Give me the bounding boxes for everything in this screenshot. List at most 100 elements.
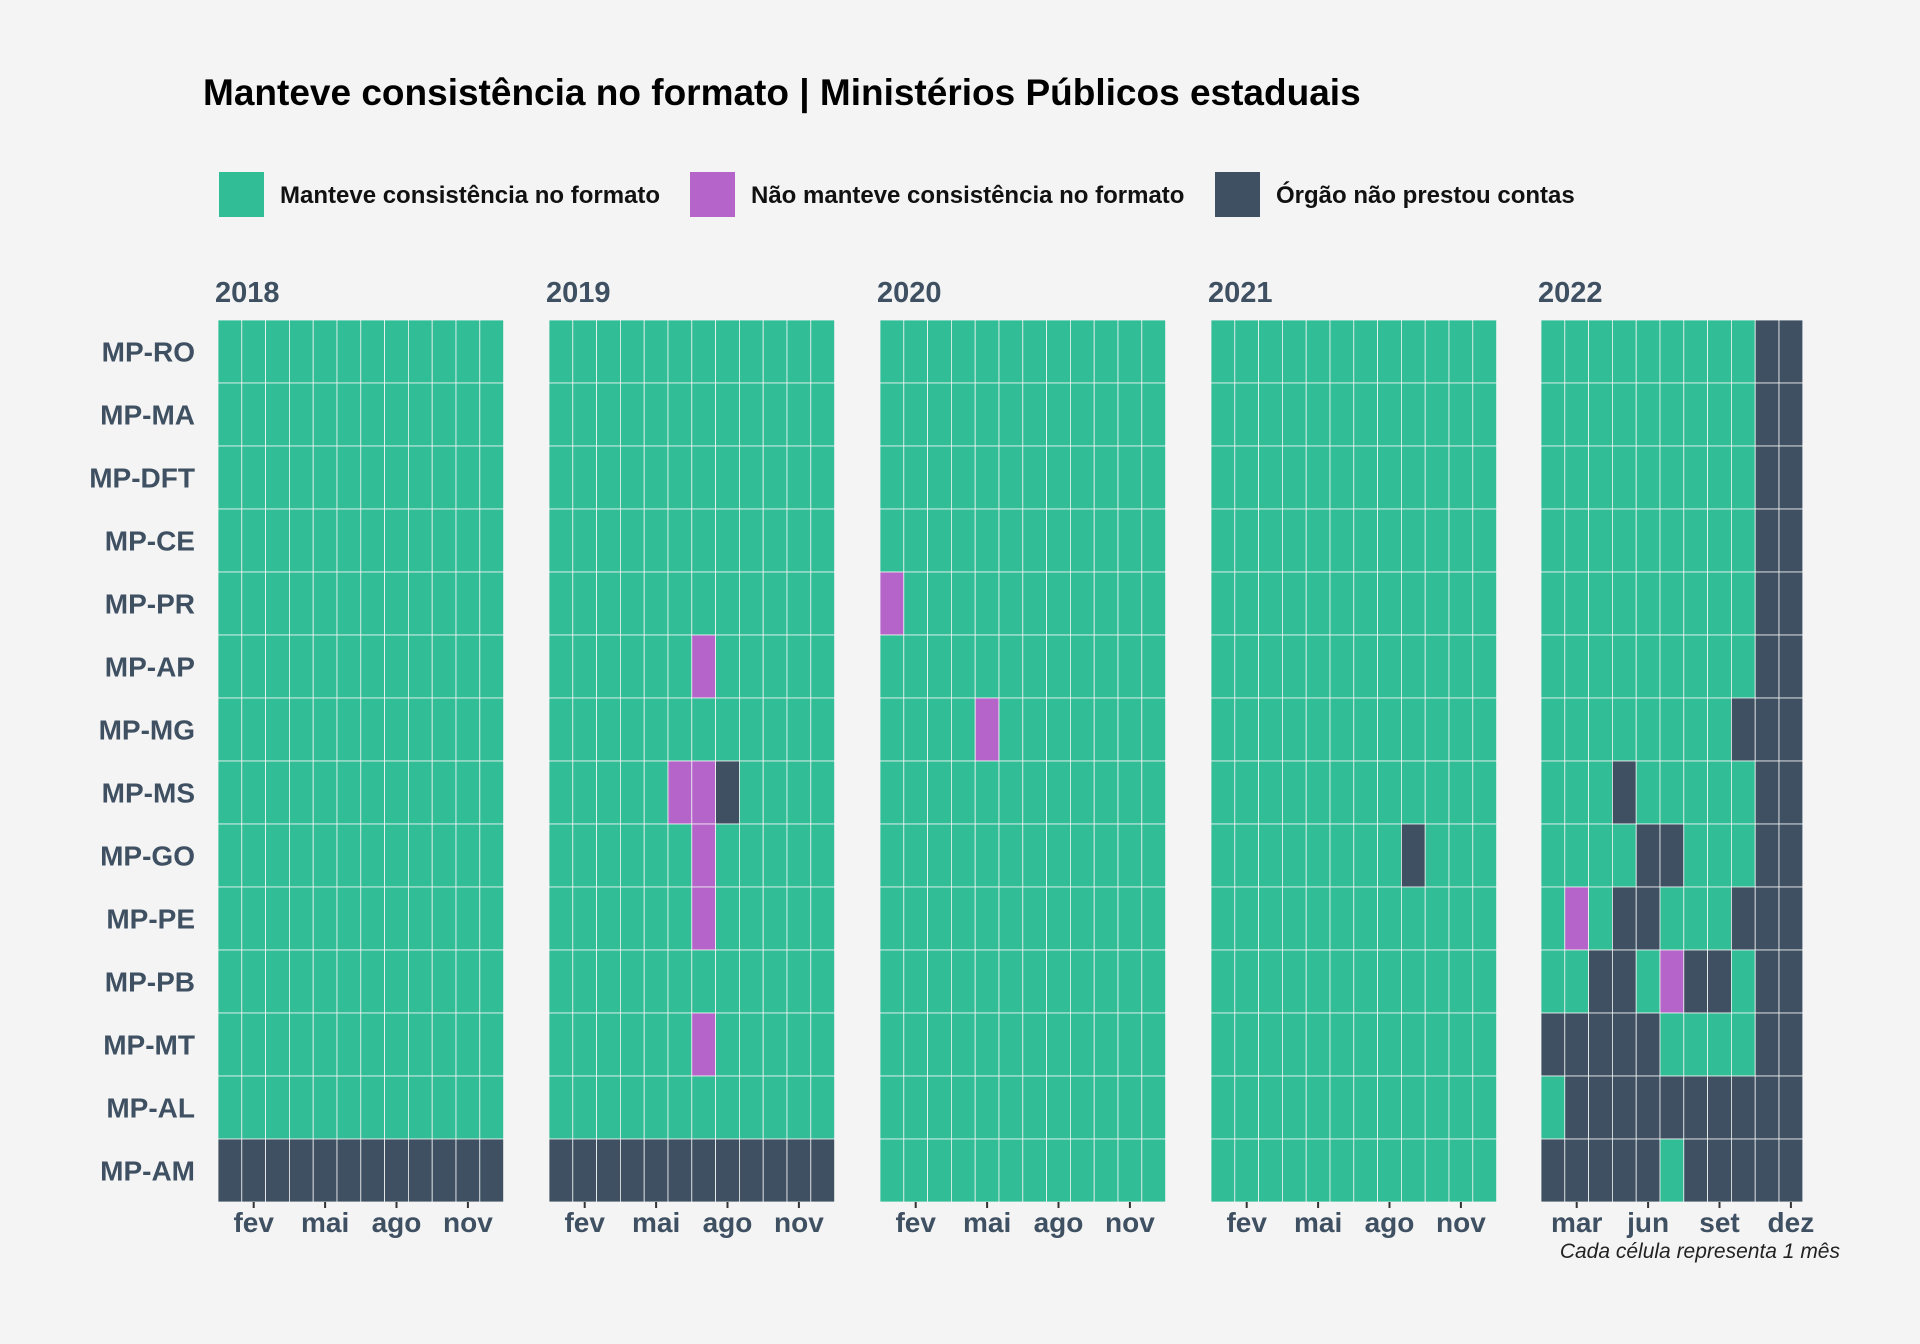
heatmap-cell bbox=[407, 886, 433, 951]
heatmap-cell bbox=[1659, 760, 1685, 825]
heatmap-cell bbox=[903, 886, 928, 951]
heatmap-cell bbox=[903, 445, 928, 510]
heatmap-cell bbox=[1141, 445, 1167, 510]
heatmap-cell bbox=[360, 382, 385, 447]
heatmap-cell bbox=[1778, 319, 1804, 384]
heatmap-cell bbox=[1234, 634, 1260, 699]
heatmap-cell bbox=[1540, 634, 1566, 699]
heatmap-cell bbox=[643, 319, 669, 384]
heatmap-cell bbox=[572, 697, 597, 762]
heatmap-cell bbox=[1472, 571, 1498, 636]
heatmap-cell bbox=[1612, 886, 1637, 951]
row-label: MP-DFT bbox=[89, 463, 195, 494]
heatmap-cell bbox=[620, 508, 645, 573]
heatmap-cell bbox=[786, 823, 812, 888]
heatmap-cell bbox=[974, 697, 1000, 762]
heatmap-cell bbox=[360, 1075, 385, 1140]
heatmap-cell bbox=[1635, 382, 1661, 447]
row-label: MP-RO bbox=[102, 337, 195, 368]
heatmap-cell bbox=[1022, 1075, 1047, 1140]
heatmap-cell bbox=[1210, 382, 1236, 447]
heatmap-cell bbox=[762, 508, 788, 573]
heatmap-cell bbox=[1070, 634, 1095, 699]
heatmap-cell bbox=[691, 319, 716, 384]
heatmap-cell bbox=[810, 949, 835, 1014]
heatmap-cell bbox=[407, 382, 433, 447]
heatmap-cell bbox=[1377, 445, 1402, 510]
heatmap-cell bbox=[1141, 571, 1167, 636]
heatmap-cell bbox=[1046, 1012, 1071, 1077]
heatmap-cell bbox=[1093, 382, 1119, 447]
heatmap-cell bbox=[265, 823, 290, 888]
heatmap-cell bbox=[265, 697, 290, 762]
heatmap-cell bbox=[903, 1012, 928, 1077]
heatmap-cell bbox=[1731, 1075, 1756, 1140]
heatmap-cell bbox=[879, 508, 905, 573]
heatmap-cell bbox=[384, 1138, 409, 1203]
heatmap-cell bbox=[715, 382, 740, 447]
heatmap-cell bbox=[312, 886, 338, 951]
heatmap-cell bbox=[360, 319, 385, 384]
heatmap-cell bbox=[1612, 1138, 1637, 1203]
heatmap-cell bbox=[691, 1012, 716, 1077]
heatmap-cell bbox=[1401, 949, 1426, 1014]
heatmap-cell bbox=[1046, 571, 1071, 636]
heatmap-cell bbox=[998, 1075, 1024, 1140]
panel-year-label: 2019 bbox=[546, 277, 611, 309]
heatmap-cell bbox=[596, 1012, 621, 1077]
heatmap-cell bbox=[1754, 823, 1780, 888]
heatmap-cell bbox=[1588, 508, 1613, 573]
heatmap-cell bbox=[715, 1138, 740, 1203]
heatmap-cell bbox=[241, 445, 267, 510]
heatmap-cell bbox=[1234, 1075, 1260, 1140]
heatmap-cell bbox=[1659, 1138, 1685, 1203]
heatmap-cell bbox=[336, 445, 362, 510]
heatmap-cell bbox=[1588, 760, 1613, 825]
heatmap-cell bbox=[1588, 445, 1613, 510]
heatmap-cell bbox=[1707, 1075, 1732, 1140]
heatmap-cell bbox=[1401, 445, 1426, 510]
heatmap-cell bbox=[620, 382, 645, 447]
heatmap-cell bbox=[643, 949, 669, 1014]
heatmap-cell bbox=[739, 508, 764, 573]
heatmap-cell bbox=[265, 1138, 290, 1203]
heatmap-cell bbox=[691, 571, 716, 636]
heatmap-cell bbox=[1117, 1075, 1143, 1140]
heatmap-cell bbox=[1612, 760, 1637, 825]
heatmap-cell bbox=[739, 1075, 764, 1140]
heatmap-cell bbox=[951, 760, 976, 825]
heatmap-cell bbox=[974, 1012, 1000, 1077]
heatmap-cell bbox=[1401, 319, 1426, 384]
x-tick-label: nov bbox=[1436, 1207, 1486, 1238]
heatmap-cell bbox=[951, 571, 976, 636]
heatmap-cell bbox=[1046, 1138, 1071, 1203]
heatmap-cell bbox=[1305, 823, 1331, 888]
heatmap-cell bbox=[927, 1075, 952, 1140]
heatmap-cell bbox=[927, 949, 952, 1014]
heatmap-cell bbox=[431, 823, 457, 888]
heatmap-cell bbox=[1564, 823, 1590, 888]
heatmap-cell bbox=[951, 1138, 976, 1203]
heatmap-cell bbox=[596, 445, 621, 510]
heatmap-cell bbox=[312, 508, 338, 573]
heatmap-cell bbox=[1305, 508, 1331, 573]
heatmap-cell bbox=[1282, 1138, 1307, 1203]
heatmap-cell bbox=[336, 634, 362, 699]
heatmap-cell bbox=[572, 1012, 597, 1077]
heatmap-cell bbox=[715, 445, 740, 510]
heatmap-cell bbox=[1754, 697, 1780, 762]
heatmap-cell bbox=[1707, 760, 1732, 825]
legend-swatch-nao-prestou bbox=[1215, 172, 1260, 217]
heatmap-cell bbox=[1377, 1012, 1402, 1077]
heatmap-cell bbox=[739, 1012, 764, 1077]
heatmap-cell bbox=[1424, 1012, 1450, 1077]
heatmap-cell bbox=[1305, 382, 1331, 447]
heatmap-cell bbox=[596, 823, 621, 888]
heatmap-cell bbox=[1707, 571, 1732, 636]
heatmap-cell bbox=[1731, 445, 1756, 510]
heatmap-cell bbox=[643, 886, 669, 951]
heatmap-cell bbox=[927, 760, 952, 825]
heatmap-cell bbox=[479, 760, 504, 825]
heatmap-cell bbox=[1258, 1075, 1283, 1140]
x-tick-label: nov bbox=[774, 1207, 824, 1238]
